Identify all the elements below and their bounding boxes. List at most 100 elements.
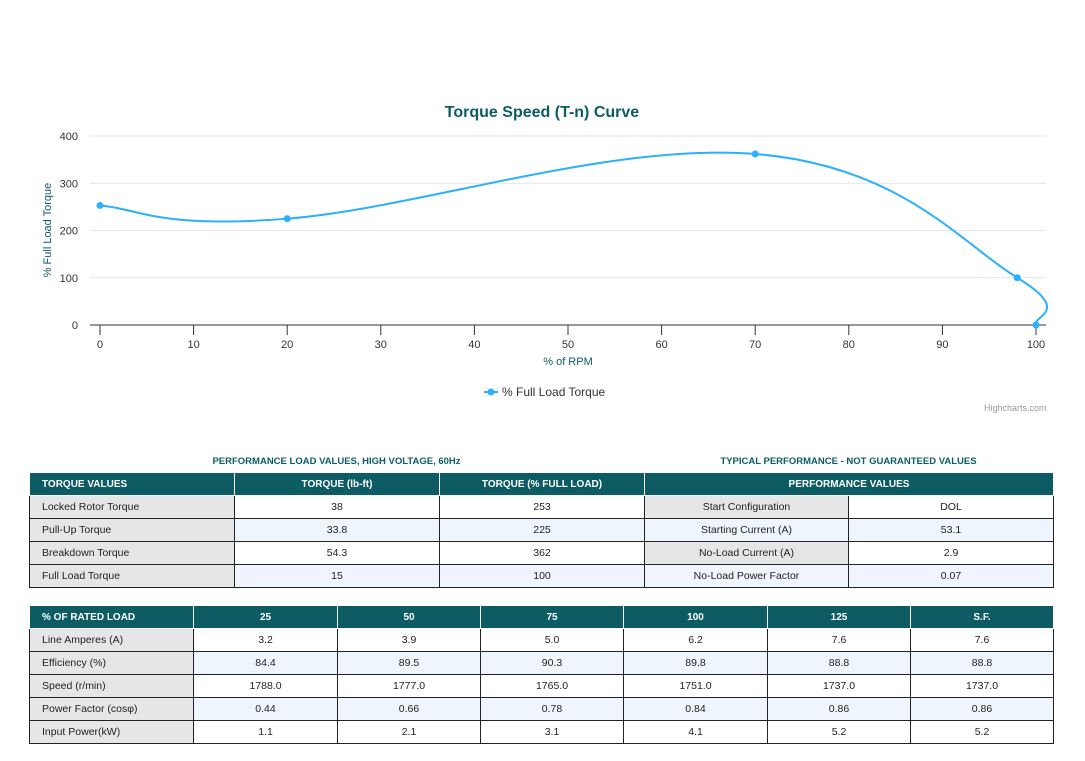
series-line (99, 151, 1048, 326)
table-row: Line Amperes (A) 3.2 3.9 5.0 6.2 7.6 7.6 (29, 628, 1054, 652)
x-tick-label: 80 (843, 339, 855, 351)
table-cell: Efficiency (%) (29, 651, 194, 675)
column-header: % OF RATED LOAD (29, 605, 194, 629)
table-cell: 88.8 (910, 651, 1054, 675)
table-cell: 90.3 (480, 651, 624, 675)
table-cell: 33.8 (234, 518, 440, 542)
y-tick-label: 300 (60, 178, 78, 190)
data-point[interactable] (96, 201, 104, 209)
column-header: S.F. (910, 605, 1054, 629)
x-tick-label: 30 (375, 339, 387, 351)
table-cell: Breakdown Torque (29, 541, 235, 565)
table-cell: 38 (234, 495, 440, 519)
y-tick-label: 0 (72, 320, 78, 332)
torque-table: TORQUE VALUES TORQUE (lb-ft) TORQUE (% F… (29, 472, 1054, 588)
table-cell: Input Power(kW) (29, 720, 194, 744)
table-cell: No-Load Power Factor (644, 564, 849, 588)
performance-caption: PERFORMANCE LOAD VALUES, HIGH VOLTAGE, 6… (212, 456, 461, 467)
typical-caption: TYPICAL PERFORMANCE - NOT GUARANTEED VAL… (720, 456, 977, 467)
x-tick-label: 100 (1027, 339, 1045, 351)
table-cell: 1765.0 (480, 674, 624, 698)
table-cell: 362 (439, 541, 645, 565)
table-cell: 7.6 (767, 628, 911, 652)
table-cell: 0.78 (480, 697, 624, 721)
column-header: 75 (480, 605, 624, 629)
x-tick-label: 40 (468, 339, 480, 351)
table-cell: 89.5 (337, 651, 481, 675)
table-cell: 3.9 (337, 628, 481, 652)
table-cell: Speed (r/min) (29, 674, 194, 698)
y-tick-label: 400 (60, 131, 78, 143)
table-cell: 84.4 (193, 651, 338, 675)
data-point[interactable] (1013, 274, 1021, 282)
table-cell: Starting Current (A) (644, 518, 849, 542)
table-cell: 89.8 (623, 651, 768, 675)
data-point[interactable] (1032, 321, 1040, 329)
header-torque-pct: TORQUE (% FULL LOAD) (439, 472, 645, 496)
table-cell: Full Load Torque (29, 564, 235, 588)
table-cell: Pull-Up Torque (29, 518, 235, 542)
x-tick-label: 60 (655, 339, 667, 351)
table-cell: Power Factor (cosφ) (29, 697, 194, 721)
legend-item[interactable]: % Full Load Torque (484, 385, 606, 399)
table-cell: 1788.0 (193, 674, 338, 698)
table-row: Full Load Torque 15 100 No-Load Power Facto… (29, 564, 1054, 588)
highcharts-credit[interactable]: Highcharts.com (984, 403, 1047, 413)
table-row: Speed (r/min) 1788.0 1777.0 1765.0 1751.0 173… (29, 674, 1054, 698)
table-cell: 2.1 (337, 720, 481, 744)
table-cell: 1751.0 (623, 674, 768, 698)
table-cell: 3.2 (193, 628, 338, 652)
table-cell: 1737.0 (767, 674, 911, 698)
table-cell: 2.9 (848, 541, 1054, 565)
x-axis-label: % of RPM (543, 356, 593, 368)
table-cell: 225 (439, 518, 645, 542)
table-cell: 0.84 (623, 697, 768, 721)
y-tick-label: 200 (60, 226, 78, 238)
y-tick-label: 100 (60, 273, 78, 285)
data-point[interactable] (283, 215, 291, 223)
table-cell: 5.0 (480, 628, 624, 652)
column-header: 25 (193, 605, 338, 629)
table-cell: Locked Rotor Torque (29, 495, 235, 519)
table-row: Input Power(kW) 1.1 2.1 3.1 4.1 5.2 5.2 (29, 720, 1054, 744)
table-cell: 1.1 (193, 720, 338, 744)
table-cell: 1777.0 (337, 674, 481, 698)
table-cell: 3.1 (480, 720, 624, 744)
x-tick-label: 50 (562, 339, 574, 351)
column-header: 125 (767, 605, 911, 629)
column-header: 100 (623, 605, 768, 629)
torque-speed-chart: Torque Speed (T-n) Curve 0 100 200 300 400 0 1… (42, 104, 1048, 399)
table-row: Efficiency (%) 84.4 89.5 90.3 89.8 88.8 88.8 (29, 651, 1054, 675)
table-cell: 253 (439, 495, 645, 519)
table-cell: 5.2 (767, 720, 911, 744)
column-header: 50 (337, 605, 481, 629)
x-tick-label: 10 (187, 339, 199, 351)
table-row: Pull-Up Torque 33.8 225 Starting Current (A… (29, 518, 1054, 542)
table-cell: 5.2 (910, 720, 1054, 744)
table-cell: 0.86 (910, 697, 1054, 721)
x-tick-label: 0 (97, 339, 103, 351)
table-cell: Line Amperes (A) (29, 628, 194, 652)
legend-label: % Full Load Torque (502, 385, 606, 399)
header-torque-lbft: TORQUE (lb-ft) (234, 472, 440, 496)
table-cell: 100 (439, 564, 645, 588)
table-cell: 0.44 (193, 697, 338, 721)
table-cell: 1737.0 (910, 674, 1054, 698)
table-cell: 53.1 (848, 518, 1054, 542)
table-row: Locked Rotor Torque 38 253 Start Configurat… (29, 495, 1054, 519)
x-tick-label: 20 (281, 339, 293, 351)
header-performance-values: PERFORMANCE VALUES (644, 472, 1054, 496)
table-cell: 88.8 (767, 651, 911, 675)
x-tick-label: 90 (936, 339, 948, 351)
table-cell: 0.86 (767, 697, 911, 721)
table-cell: 15 (234, 564, 440, 588)
chart-title: Torque Speed (T-n) Curve (445, 104, 639, 121)
table-row: Power Factor (cosφ) 0.44 0.66 0.78 0.84 0.86 0… (29, 697, 1054, 721)
table-cell: 0.66 (337, 697, 481, 721)
table-cell: 6.2 (623, 628, 768, 652)
table-cell: Start Configuration (644, 495, 849, 519)
data-point[interactable] (751, 150, 759, 158)
table-cell: 0.07 (848, 564, 1054, 588)
table-row: Breakdown Torque 54.3 362 No-Load Current (… (29, 541, 1054, 565)
table-cell: No-Load Current (A) (644, 541, 849, 565)
